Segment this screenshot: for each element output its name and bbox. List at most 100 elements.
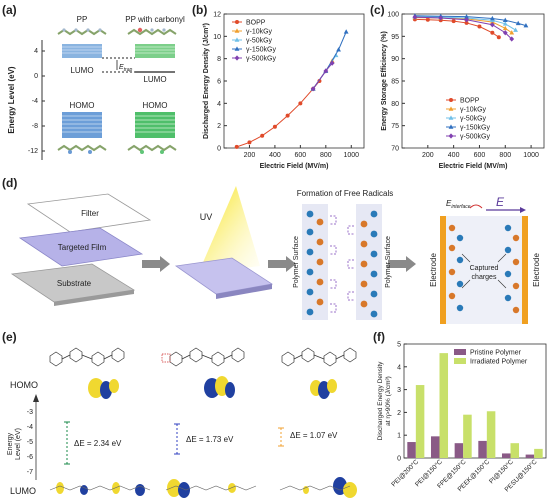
data-point [234,37,240,42]
data-point [235,20,239,24]
bar [501,453,511,458]
legend-entry: γ-10kGy [460,107,487,114]
data-point [502,30,508,36]
x-tick-label: 1000 [343,152,359,159]
e-interface-arrow [469,204,483,209]
data-point [412,14,418,20]
y-tick-label: 100 [387,12,399,19]
panel-e-lumo-label: LUMO [10,486,36,496]
panel-a-homo-carbonyl: HOMO [143,101,168,110]
y-axis-label-line: at η>90% (J/cm³) [385,376,392,426]
legend-entry: BOPP [246,20,266,27]
panel-a-yticks: 4 0 -4 -8 -12 [28,48,38,155]
y-tick-label: 1 [397,433,401,440]
panel-e-orbitals: HOMO LUMO EnergyLevel (eV) -3 -4 -5 -6 -… [7,347,357,498]
legend-entry: γ-500kGy [246,56,276,63]
bar [510,443,520,458]
data-point [489,15,495,21]
molecule-structure-3 [281,347,357,367]
data-point [464,20,469,25]
filter-layer: Filter [26,193,152,233]
panel-e-homo-label: HOMO [10,380,38,390]
data-point [448,106,454,111]
panel-f-chart: 0 1 2 3 4 5 Discharged Energy Densityat η>90% … [377,342,547,493]
panel-a-energy-diagram: Energy Level (eV) 4 0 -4 -8 -12 PP PP wi… [7,15,185,160]
y-tick-label: 8 [217,56,221,63]
charge-arrows [461,253,507,289]
panel-label-e: (e) [2,330,17,344]
lumo-orbital-2 [167,479,236,498]
data-point [523,23,529,28]
data-point [490,30,495,35]
polymer-surface-left [302,204,328,320]
y-tick-label: 3 [397,387,401,394]
panel-a-ytick: 4 [34,48,38,55]
arrow-3 [388,256,416,272]
data-point [329,60,335,66]
panel-d-schematic: Filter Targeted Film Substrate UV Format… [10,186,541,324]
substrate-layer: Substrate [10,263,136,306]
data-point [451,19,456,24]
electrode-label-right: Electrode [532,253,541,287]
y-tick-label: 0 [397,456,401,463]
lumo-orbital-1 [56,482,145,496]
plot-frame [403,343,547,459]
captured-charges-label: Captured charges [470,265,499,281]
y-tick-label: 75 [391,123,399,130]
y-tick-label: 5 [397,342,401,349]
lumo-skeleton [49,485,351,491]
panel-label-d: (d) [2,176,18,190]
legend-swatch [454,358,466,364]
legend-swatch [454,349,466,355]
x-tick-label: 200 [244,152,256,159]
carbonyl-molecule-top [127,27,177,36]
panel-label-f: (f) [373,330,385,344]
data-point [438,15,444,21]
data-point [502,17,508,23]
radical-brackets [330,215,354,313]
data-point [496,35,501,40]
panel-a-ylabel: Energy Level (eV) [7,66,16,133]
data-point [509,30,515,35]
legend-entry: γ-50kGy [246,38,273,45]
panel-a-etrap: Etrap [119,64,133,73]
panel-a-homo-pp: HOMO [70,101,95,110]
x-tick-label: 800 [499,152,511,159]
bar [415,385,425,458]
polymer-surface-right [356,204,382,320]
data-point [464,17,469,23]
polymer-surface-label-right: Polymer Surface [385,236,392,288]
data-point [513,27,518,32]
plot-frame [223,13,365,149]
y-tick-label: 4 [397,364,401,371]
data-point [343,29,349,34]
data-point [448,115,454,120]
data-point [234,46,240,51]
x-tick-label: 600 [474,152,486,159]
substrate-label: Substrate [57,279,92,288]
gap-label-1: ΔE = 2.34 eV [74,439,122,448]
pp-lumo-band [62,44,102,58]
data-point [234,28,240,33]
data-point [489,22,495,28]
panel-e-ytick: -6 [27,454,33,461]
data-point [272,124,277,129]
y-tick-label: 85 [391,79,399,86]
charge-atoms [448,224,520,314]
x-tick-label: 200 [422,152,434,159]
data-point [509,36,515,42]
legend-entry: γ-50kGy [460,116,487,123]
gap-label-3: ΔE = 1.07 eV [290,431,338,440]
y-tick-label: 2 [397,410,401,417]
targeted-film-label: Targeted Film [58,243,107,252]
bar [478,440,487,458]
gap-label-2: ΔE = 1.73 eV [186,435,234,444]
data-point [477,24,482,29]
data-point [448,133,454,139]
panel-a-ytick: -4 [32,98,38,105]
legend-entry: Pristine Polymer [470,350,522,357]
panel-a-lumo-pp: LUMO [70,66,93,75]
carbonyl-lumo-band [135,44,175,58]
lumo-orbital-3 [303,477,357,498]
gap-marker-2 [174,423,180,455]
